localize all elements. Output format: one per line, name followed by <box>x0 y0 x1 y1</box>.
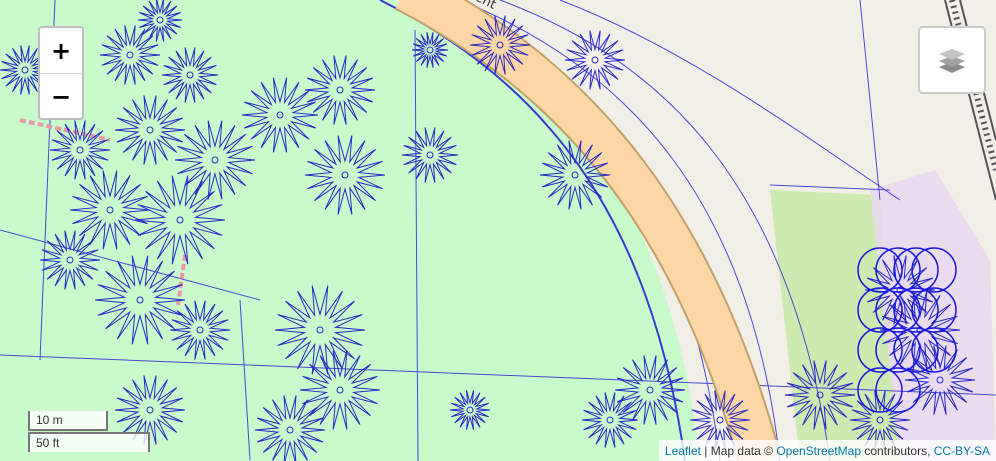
tree-icon <box>169 300 231 360</box>
tree-icon <box>539 140 611 210</box>
tree-cluster-icon <box>911 287 957 333</box>
tree-cluster-icon <box>857 367 903 413</box>
tree-cluster-icon <box>911 247 957 293</box>
tree-icon <box>49 120 111 180</box>
tree-icon <box>161 47 219 103</box>
tree-icon <box>449 390 491 430</box>
layers-button[interactable] <box>918 26 986 94</box>
tree-cluster-icon <box>875 247 921 293</box>
tree-cluster-icon <box>893 247 939 293</box>
leaflet-link[interactable]: Leaflet <box>664 444 701 458</box>
tree-icon <box>69 170 151 250</box>
tree-icon <box>299 350 381 430</box>
zoom-in-button[interactable]: + <box>40 28 82 74</box>
tree-icon <box>469 15 531 75</box>
tree-icon <box>114 95 186 165</box>
layers-icon <box>939 49 965 73</box>
tree-icon <box>241 77 319 153</box>
tree-icon <box>614 355 686 425</box>
tree-icon <box>304 55 376 125</box>
tree-cluster-icon <box>857 327 903 373</box>
tree-icon <box>274 285 366 375</box>
tree-icon <box>581 392 639 448</box>
tree-icon <box>411 32 449 68</box>
zoom-out-button[interactable]: − <box>50 82 72 111</box>
tree-icon <box>564 30 626 90</box>
tree-cluster-icon <box>911 327 957 373</box>
tree-icon <box>254 395 326 461</box>
tree-icon <box>784 360 856 430</box>
tree-icon <box>99 25 161 85</box>
tree-cluster-icon <box>893 287 939 333</box>
tree-icon <box>134 175 226 265</box>
tree-icon <box>174 120 256 200</box>
tree-icon <box>137 0 183 42</box>
tree-icon <box>39 230 101 290</box>
tree-icon <box>94 255 186 345</box>
tree-icon <box>114 375 186 445</box>
attribution: Leaflet | Map data © OpenStreetMap contr… <box>658 440 996 461</box>
scale-metric: 10 m <box>28 411 108 431</box>
tree-cluster-icon <box>875 367 921 413</box>
tree-cluster-icon <box>857 287 903 333</box>
road-fill <box>395 0 780 461</box>
tree-cluster-icon <box>875 327 921 373</box>
attribution-contributors: contributors, <box>864 444 931 458</box>
tree-cluster-icon <box>875 287 921 333</box>
osm-link[interactable]: OpenStreetMap <box>776 444 862 458</box>
license-link[interactable]: CC-BY-SA <box>933 444 990 458</box>
tree-icon <box>401 127 459 183</box>
attribution-separator: | Map data © <box>704 444 773 458</box>
park-area <box>0 0 700 461</box>
tree-cluster-icon <box>857 247 903 293</box>
scale-imperial: 50 ft <box>28 432 150 452</box>
tree-icon <box>304 135 386 215</box>
tree-icon <box>0 45 51 95</box>
zoom-control: + − <box>38 26 84 120</box>
tree-cluster-icon <box>893 327 939 373</box>
